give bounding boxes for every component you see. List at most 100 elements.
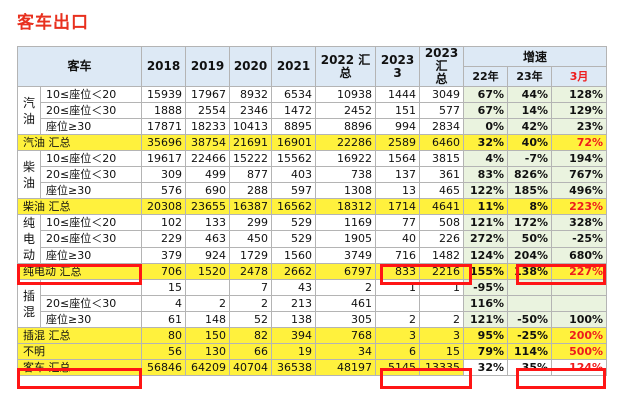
summary-label: 客车 汇总 <box>16 359 143 376</box>
growth-cell: 35% <box>507 359 553 376</box>
value-cell: 1729 <box>229 246 273 265</box>
value-cell: 77 <box>375 213 421 232</box>
value-cell: 305 <box>315 311 377 328</box>
growth-cell <box>551 295 608 312</box>
growth-cell: 114% <box>507 343 553 360</box>
value-cell: 15562 <box>271 150 317 167</box>
growth-cell: 95% <box>463 327 509 344</box>
value-cell: 61 <box>141 311 187 328</box>
seat-range-label: 座位≥30 <box>39 311 143 328</box>
growth-cell: 14% <box>507 102 553 119</box>
growth-cell: 194% <box>551 150 608 167</box>
summary-label: 纯电动 汇总 <box>16 263 143 280</box>
value-cell <box>185 279 231 296</box>
value-cell: 738 <box>315 166 377 183</box>
value-cell: 3 <box>419 327 465 344</box>
value-cell: 8895 <box>271 118 317 135</box>
growth-cell: 121% <box>463 311 509 328</box>
group-label: 纯 电 动 <box>17 214 41 264</box>
growth-cell: 116% <box>463 295 509 312</box>
summary-row: 汽油 汇总 35696 38754 21691 16901 22286 2589 6460 32… <box>16 134 608 151</box>
value-cell: 529 <box>271 213 317 232</box>
value-cell: 8896 <box>315 118 377 135</box>
value-cell: 130 <box>185 343 231 360</box>
value-cell: 1169 <box>315 213 377 232</box>
value-cell: 4641 <box>419 198 465 215</box>
value-cell: 833 <box>375 263 421 280</box>
growth-cell: 680% <box>551 246 608 265</box>
table-row: 座位≥30 61 148 52 138 305 2 2 121% -50% 100% <box>18 311 608 328</box>
growth-cell: 11% <box>463 198 509 215</box>
page-title: 客车出口 <box>17 13 89 33</box>
value-cell: 18233 <box>185 118 231 135</box>
value-cell: 56846 <box>141 359 187 376</box>
value-cell: 16562 <box>271 198 317 215</box>
growth-cell: -50% <box>507 311 553 328</box>
value-cell: 34 <box>315 343 377 360</box>
value-cell: 1444 <box>375 86 421 103</box>
value-cell: 299 <box>229 213 273 232</box>
growth-cell <box>551 279 608 296</box>
value-cell: 52 <box>229 311 273 328</box>
growth-cell: 223% <box>551 198 608 215</box>
value-cell: 2834 <box>419 118 465 135</box>
header-2023-total: 2023 汇总 <box>419 46 465 87</box>
table-row: 20≤座位＜30 1888 2554 2346 1472 2452 151 577 67% 14%… <box>18 102 608 119</box>
growth-cell: 124% <box>463 246 509 265</box>
value-cell: 6797 <box>315 263 377 280</box>
value-cell: 3749 <box>315 246 377 265</box>
value-cell: 16901 <box>271 134 317 151</box>
growth-cell: 767% <box>551 166 608 183</box>
value-cell: 226 <box>419 230 465 248</box>
growth-cell <box>507 279 553 296</box>
value-cell: 994 <box>375 118 421 135</box>
growth-cell: 50% <box>507 230 553 248</box>
value-cell: 66 <box>229 343 273 360</box>
value-cell: 465 <box>419 182 465 199</box>
value-cell: 1 <box>419 279 465 296</box>
value-cell: 10938 <box>315 86 377 103</box>
value-cell: 10413 <box>229 118 273 135</box>
value-cell: 19 <box>271 343 317 360</box>
value-cell: 133 <box>185 213 231 232</box>
value-cell: 15939 <box>141 86 187 103</box>
growth-cell: 8% <box>507 198 553 215</box>
value-cell: 21691 <box>229 134 273 151</box>
value-cell: 22466 <box>185 150 231 167</box>
growth-cell: 200% <box>551 327 608 344</box>
summary-row: 客车 汇总 56846 64209 40704 36538 48197 5145 13335 3… <box>16 359 608 376</box>
header-growth: 增速 <box>463 46 608 67</box>
growth-cell: 500% <box>551 343 608 360</box>
value-cell: 137 <box>375 166 421 183</box>
seat-range-label: 20≤座位＜30 <box>39 295 143 312</box>
growth-cell: -25% <box>507 327 553 344</box>
growth-cell: 83% <box>463 166 509 183</box>
value-cell: 1564 <box>375 150 421 167</box>
table-row: 插 混 15 7 43 2 1 1 -95% <box>17 279 608 328</box>
value-cell: 690 <box>185 182 231 199</box>
seat-range-label <box>39 279 143 296</box>
value-cell: 15 <box>141 279 187 296</box>
value-cell: 1482 <box>419 246 465 265</box>
value-cell: 22286 <box>315 134 377 151</box>
value-cell: 1888 <box>141 102 187 119</box>
seat-range-label: 10≤座位＜20 <box>39 213 143 232</box>
value-cell: 150 <box>185 327 231 344</box>
seat-range-label: 座位≥30 <box>39 118 143 135</box>
growth-cell: 100% <box>551 311 608 328</box>
value-cell: 4 <box>141 295 187 312</box>
table-row: 纯 电 动 10≤座位＜20 102 133 299 529 1169 77 508 121% 17… <box>17 213 608 264</box>
value-cell: 15222 <box>229 150 273 167</box>
value-cell: 8932 <box>229 86 273 103</box>
growth-cell: 272% <box>463 230 509 248</box>
header-growth-col: 22年 <box>463 66 509 87</box>
value-cell: 450 <box>229 230 273 248</box>
value-cell: 463 <box>185 230 231 248</box>
value-cell: 2554 <box>185 102 231 119</box>
summary-row: 插混 汇总 80 150 82 394 768 3 3 95% -25% 200% <box>16 327 608 344</box>
value-cell: 64209 <box>185 359 231 376</box>
header-growth-col: 23年 <box>507 66 553 87</box>
table-row: 座位≥30 379 924 1729 1560 3749 716 1482 124% 204% 68… <box>18 246 608 265</box>
value-cell: 56 <box>141 343 187 360</box>
value-cell: 23655 <box>185 198 231 215</box>
